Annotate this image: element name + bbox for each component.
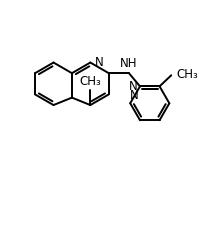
- Text: N: N: [129, 80, 137, 93]
- Text: N: N: [95, 56, 104, 69]
- Text: CH₃: CH₃: [79, 75, 101, 88]
- Text: CH₃: CH₃: [177, 68, 198, 81]
- Text: NH: NH: [120, 57, 138, 70]
- Text: N: N: [129, 89, 138, 102]
